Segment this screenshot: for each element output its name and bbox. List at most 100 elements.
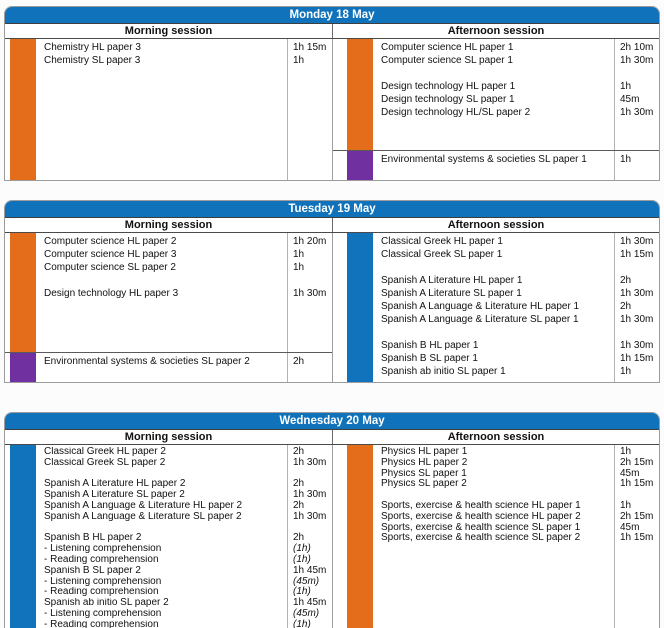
blue-session-color-bar	[10, 445, 36, 628]
exam-duration: 1h 30m	[620, 288, 654, 299]
exam-row: Spanish B HL paper 2 2h	[36, 533, 332, 544]
exam-duration: 1h 30m	[293, 510, 327, 522]
exam-name: Classical Greek HL paper 2	[44, 447, 166, 457]
exam-row: Spanish B SL paper 1 1h 15m	[373, 352, 659, 365]
exam-name: Computer science SL paper 1	[381, 55, 513, 66]
exam-duration: 2h	[620, 301, 632, 312]
exam-row: - Reading comprehension (1h)	[36, 618, 332, 628]
morning-session-header: Morning session	[124, 219, 213, 231]
day-content: Classical Greek HL paper 2 2h Classical Gr…	[5, 445, 659, 628]
exam-duration: 1h 30m	[293, 288, 327, 299]
exam-duration: 1h	[620, 446, 632, 457]
afternoon-session-header: Afternoon session	[332, 430, 659, 444]
day-block: Wednesday 20 May Morning session Afternoon…	[4, 412, 660, 628]
exam-row: Classical Greek HL paper 2 2h	[36, 446, 332, 458]
exam-duration: 1h 30m	[620, 314, 654, 325]
session-segment: Physics HL paper 1 1h Physics HL paper 2 2h…	[333, 445, 659, 628]
session-segment: Classical Greek HL paper 2 2h Classical Gr…	[5, 445, 332, 628]
session-headers-row: Morning session Afternoon session	[5, 24, 659, 39]
exam-duration: 1h	[620, 499, 632, 511]
exam-name: Spanish A Language & Literature HL paper…	[381, 301, 580, 312]
exam-row: - Reading comprehension (1h)	[36, 587, 332, 598]
exam-name	[373, 67, 615, 80]
exam-name: Environmental systems & societies SL pap…	[381, 154, 587, 165]
exam-name: - Listening comprehension	[44, 544, 162, 555]
exam-duration: 1h	[293, 262, 305, 273]
exam-duration: 1h 15m	[620, 249, 654, 260]
exam-rows: Computer science HL paper 2 1h 20m Compute…	[36, 233, 332, 352]
exam-duration: 2h	[620, 275, 632, 286]
exam-duration: 1h 30m	[620, 236, 654, 247]
afternoon-session-column: Classical Greek HL paper 1 1h 30m Classica…	[332, 233, 659, 382]
exam-row: Design technology HL/SL paper 2 1h 30m	[373, 106, 659, 119]
exam-row: Design technology HL paper 3 1h 30m	[36, 287, 332, 300]
exam-duration: 45m	[620, 467, 640, 479]
morning-session-column: Computer science HL paper 2 1h 20m Compute…	[5, 233, 332, 382]
exam-duration: 1h	[620, 366, 632, 377]
afternoon-session-column: Computer science HL paper 1 2h 10m Compute…	[332, 39, 659, 180]
exam-name: - Reading comprehension	[44, 587, 159, 598]
exam-duration: 2h 15m	[620, 510, 654, 522]
exam-name: Spanish A Language & Literature SL paper…	[44, 511, 242, 522]
exam-name: Design technology HL/SL paper 2	[381, 107, 531, 118]
exam-name: Classical Greek SL paper 1	[381, 249, 503, 260]
exam-name: Classical Greek SL paper 2	[44, 457, 166, 468]
exam-duration: 45m	[620, 521, 640, 533]
exam-duration: (1h)	[293, 553, 311, 565]
exam-duration: 1h 30m	[620, 55, 654, 66]
exam-name	[36, 523, 288, 534]
orange-session-color-bar	[10, 39, 36, 180]
exam-duration: 1h	[620, 154, 632, 165]
exam-duration: 2h	[293, 532, 305, 544]
exam-name: Design technology HL paper 3	[44, 288, 179, 299]
exam-duration: 2h 10m	[620, 42, 654, 53]
exam-row: Computer science HL paper 2 1h 20m	[36, 235, 332, 248]
morning-session-column: Chemistry HL paper 3 1h 15m Chemistry SL p…	[5, 39, 332, 180]
exam-row: Sports, exercise & health science SL pap…	[373, 533, 659, 544]
exam-duration: 1h 45m	[293, 564, 327, 576]
exam-duration	[288, 274, 332, 287]
morning-session-header: Morning session	[124, 431, 213, 443]
exam-name: - Reading comprehension	[44, 619, 159, 628]
purple-session-color-bar	[347, 151, 373, 180]
exam-row: Chemistry SL paper 3 1h	[36, 54, 332, 67]
day-title: Wednesday 20 May	[5, 413, 659, 430]
exam-name: Computer science HL paper 3	[44, 249, 177, 260]
exam-name: Spanish A Literature SL paper 2	[44, 490, 185, 501]
exam-duration: 1h 15m	[293, 42, 327, 53]
exam-rows: Physics HL paper 1 1h Physics HL paper 2 2h…	[373, 445, 659, 628]
exam-row	[36, 523, 332, 534]
exam-name: - Reading comprehension	[44, 554, 159, 565]
exam-name: Spanish A Literature SL paper 1	[381, 288, 522, 299]
exam-row	[373, 326, 659, 339]
exam-name: Environmental systems & societies SL pap…	[44, 356, 250, 367]
exam-rows: Environmental systems & societies SL pap…	[373, 151, 659, 180]
exam-duration: 1h 30m	[293, 489, 327, 501]
exam-schedule: Monday 18 May Morning session Afternoon se…	[4, 6, 660, 628]
exam-name: Physics HL paper 2	[381, 457, 468, 468]
exam-row: Classical Greek HL paper 1 1h 30m	[373, 235, 659, 248]
exam-name: Spanish ab initio SL paper 1	[381, 366, 506, 377]
exam-name: Spanish B HL paper 2	[44, 533, 142, 544]
morning-session-header: Morning session	[124, 25, 213, 37]
exam-rows: Classical Greek HL paper 2 2h Classical Gr…	[36, 445, 332, 628]
exam-name: Physics HL paper 1	[381, 447, 468, 457]
day-block: Monday 18 May Morning session Afternoon se…	[4, 6, 660, 181]
exam-row	[36, 469, 332, 480]
exam-name: Spanish A Language & Literature SL paper…	[381, 314, 579, 325]
exam-duration: (1h)	[293, 586, 311, 598]
exam-duration: (1h)	[293, 618, 311, 628]
exam-row: Spanish A Language & Literature HL paper…	[36, 500, 332, 512]
exam-name: Sports, exercise & health science SL pap…	[381, 533, 581, 544]
exam-row: Design technology SL paper 1 45m	[373, 93, 659, 106]
exam-row	[36, 274, 332, 287]
exam-row: Spanish A Language & Literature SL paper…	[373, 313, 659, 326]
session-segment: Computer science HL paper 1 2h 10m Compute…	[333, 39, 659, 150]
exam-duration: (45m)	[293, 575, 320, 587]
exam-row: Sports, exercise & health science SL pap…	[373, 521, 659, 534]
exam-duration: 1h 15m	[620, 478, 654, 490]
exam-rows: Chemistry HL paper 3 1h 15m Chemistry SL p…	[36, 39, 332, 180]
exam-name: Design technology HL paper 1	[381, 81, 516, 92]
exam-rows: Computer science HL paper 1 2h 10m Compute…	[373, 39, 659, 150]
exam-name	[36, 274, 288, 287]
